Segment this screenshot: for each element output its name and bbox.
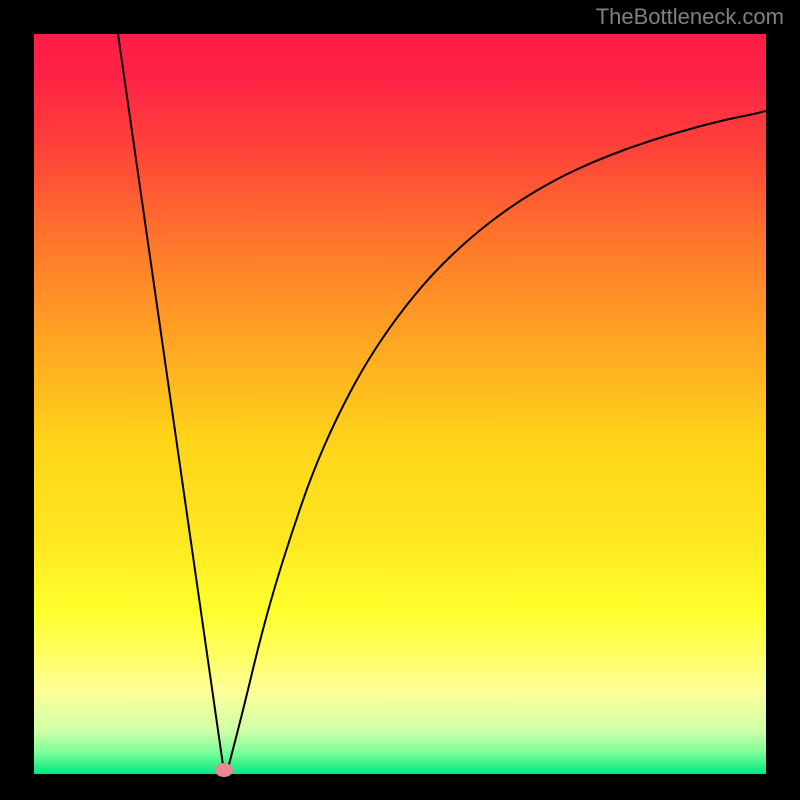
minimum-marker [215,763,233,777]
v-curve [34,34,766,774]
plot-area [34,34,766,774]
chart-frame: TheBottleneck.com [0,0,800,800]
watermark-text: TheBottleneck.com [596,4,784,30]
